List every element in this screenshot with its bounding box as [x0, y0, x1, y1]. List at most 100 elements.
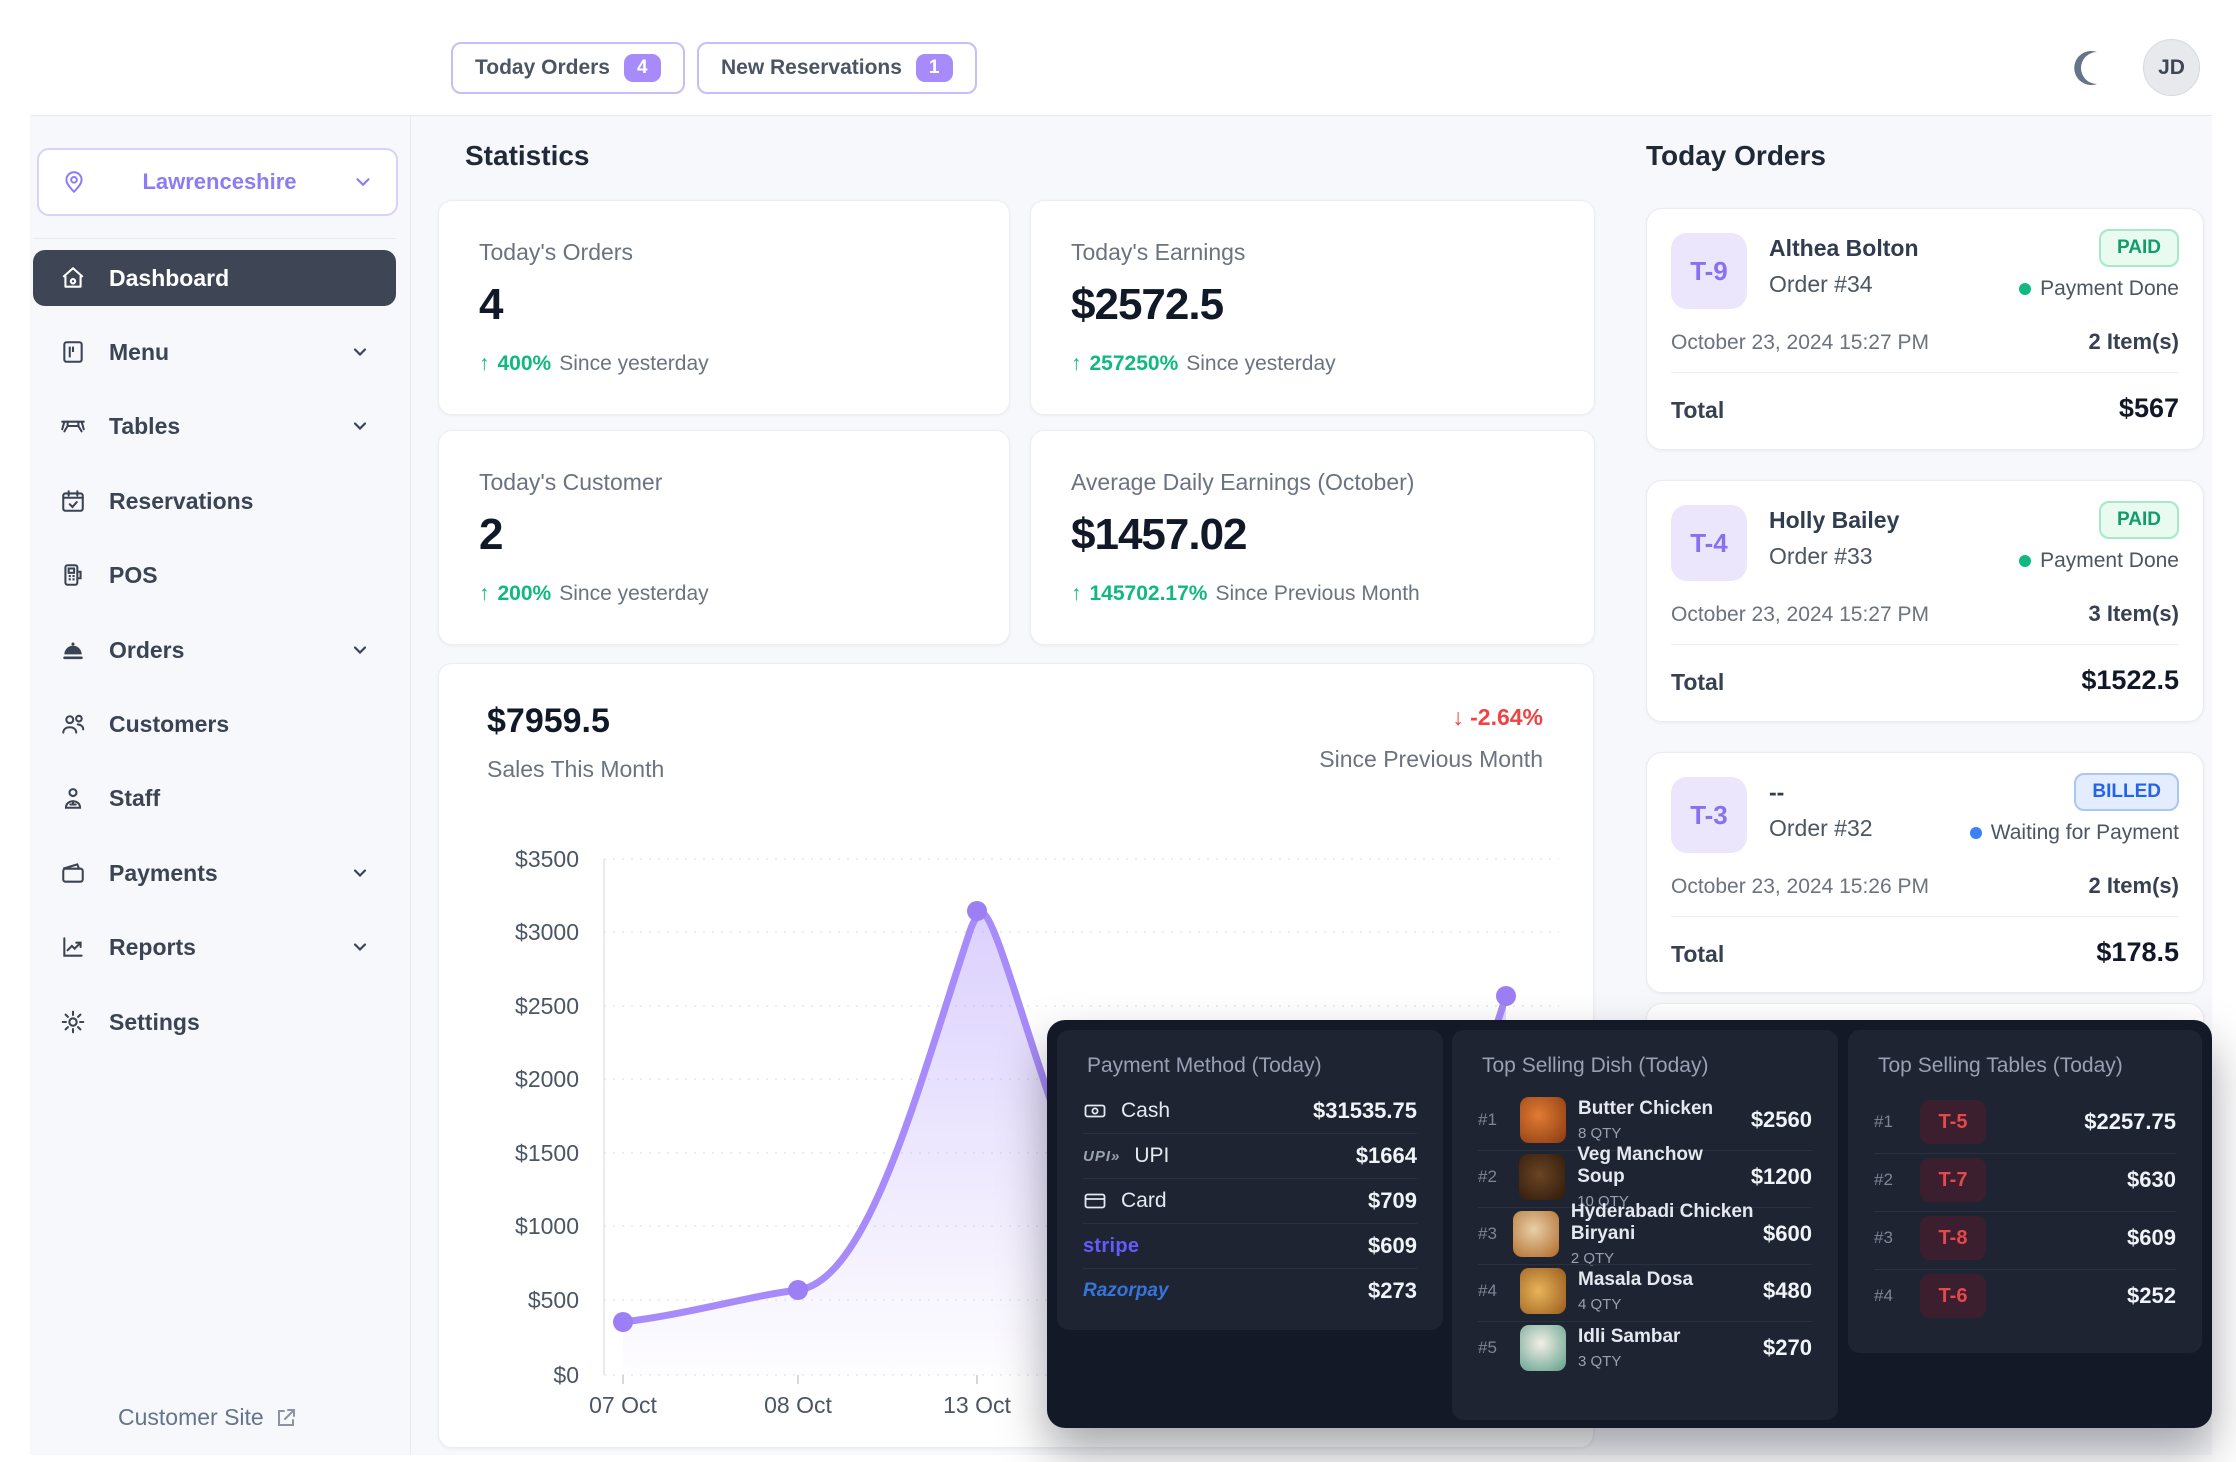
users-icon	[59, 711, 87, 737]
today-orders-button[interactable]: Today Orders 4	[451, 42, 685, 94]
sidebar-item-label: Reports	[109, 933, 196, 960]
divider	[1478, 1321, 1812, 1322]
status-dot	[2019, 283, 2032, 295]
table-amount: $630	[2127, 1167, 2176, 1192]
chart-line-icon	[59, 934, 87, 960]
sidebar-divider	[410, 116, 411, 1455]
divider	[1478, 1207, 1812, 1208]
order-card[interactable]: T-9 Althea Bolton Order #34 PAID Payment…	[1646, 208, 2204, 450]
sidebar-item-reports[interactable]: Reports	[33, 919, 396, 975]
sidebar-item-label: Reservations	[109, 487, 254, 514]
y-axis-tick: $1500	[515, 1140, 579, 1166]
divider	[1083, 1268, 1417, 1269]
dish-photo	[1520, 1097, 1566, 1143]
sidebar-item-menu[interactable]: Menu	[33, 324, 396, 380]
dish-row: #3 Hyderabadi Chicken Biryani 2 QTY $600	[1478, 1201, 1812, 1267]
data-point-07-oct	[613, 1312, 633, 1332]
stat-value: 2	[479, 510, 503, 559]
chevron-down-icon	[350, 863, 370, 883]
stat-delta: ↑ 200% Since yesterday	[479, 582, 709, 605]
order-card[interactable]: T-3 -- Order #32 BILLED Waiting for Paym…	[1646, 752, 2204, 993]
sidebar-item-settings[interactable]: Settings	[33, 994, 396, 1050]
sidebar-item-orders[interactable]: Orders	[33, 622, 396, 678]
table-badge: T-3	[1671, 777, 1747, 853]
data-point-13-oct	[967, 901, 987, 921]
status-dot	[2019, 555, 2032, 567]
y-axis-tick: $3000	[515, 919, 579, 945]
payment-method-panel: Payment Method (Today) Cash $31535.75 UP…	[1057, 1030, 1443, 1330]
customer-name: --	[1769, 779, 1785, 805]
divider	[1478, 1264, 1812, 1265]
data-point-latest	[1496, 986, 1516, 1006]
dish-row: #1 Butter Chicken 8 QTY $2560	[1478, 1097, 1812, 1143]
sidebar-item-staff[interactable]: Staff	[33, 770, 396, 826]
topbar-divider	[30, 115, 2212, 116]
dish-amount: $2560	[1750, 1107, 1812, 1132]
dish-photo	[1520, 1325, 1566, 1371]
table-amount: $2257.75	[2084, 1109, 2176, 1134]
dark-mode-toggle[interactable]	[2068, 46, 2112, 90]
payment-amount: $31535.75	[1313, 1098, 1417, 1123]
order-items-count: 3 Item(s)	[2088, 601, 2179, 626]
sidebar-item-customers[interactable]: Customers	[33, 696, 396, 752]
up-arrow-icon: ↑	[479, 352, 490, 375]
total-label: Total	[1671, 669, 1725, 695]
pos-terminal-icon	[59, 562, 87, 588]
payment-method-title: Payment Method (Today)	[1087, 1054, 1322, 1077]
status-dot	[1969, 827, 1982, 839]
razorpay-logo: Razorpay	[1083, 1280, 1169, 1301]
y-axis-tick: $1000	[515, 1213, 579, 1239]
payment-row-stripe: stripe $609	[1083, 1227, 1417, 1265]
location-label: Lawrenceshire	[142, 169, 297, 194]
sales-total: $7959.5	[487, 702, 610, 740]
down-arrow-icon: ↓	[1452, 704, 1464, 730]
sidebar-item-pos[interactable]: POS	[33, 547, 396, 603]
total-label: Total	[1671, 397, 1725, 423]
order-card[interactable]: T-4 Holly Bailey Order #33 PAID Payment …	[1646, 480, 2204, 722]
credit-card-icon	[1084, 1193, 1106, 1209]
chevron-down-icon	[350, 416, 370, 436]
sidebar-item-label: Orders	[109, 636, 185, 663]
table-badge: T-5	[1920, 1100, 1986, 1144]
table-icon	[59, 413, 87, 439]
sidebar-item-label: Staff	[109, 784, 161, 811]
divider	[1671, 916, 2179, 917]
total-amount: $567	[2118, 393, 2179, 423]
dish-row: #2 Veg Manchow Soup 10 QTY $1200	[1478, 1144, 1812, 1210]
chevron-down-icon	[350, 342, 370, 362]
sales-delta: ↓ -2.64%	[1452, 704, 1543, 730]
payment-amount: $273	[1368, 1278, 1417, 1303]
upi-icon: UPI»	[1083, 1147, 1121, 1165]
divider	[1671, 372, 2179, 373]
order-items-count: 2 Item(s)	[2088, 329, 2179, 354]
sidebar-item-reservations[interactable]: Reservations	[33, 473, 396, 529]
y-axis-tick: $0	[553, 1362, 579, 1388]
avatar[interactable]: JD	[2143, 39, 2200, 96]
up-arrow-icon: ↑	[479, 582, 490, 605]
today-orders-title: Today Orders	[1646, 140, 1826, 171]
order-number: Order #32	[1769, 815, 1873, 841]
top-tables-title: Top Selling Tables (Today)	[1878, 1054, 2123, 1077]
dish-amount: $270	[1763, 1335, 1812, 1360]
total-amount: $178.5	[2096, 937, 2179, 967]
up-arrow-icon: ↑	[1071, 352, 1082, 375]
sidebar-item-dashboard[interactable]: Dashboard	[33, 250, 396, 306]
sidebar-item-payments[interactable]: Payments	[33, 845, 396, 901]
location-selector[interactable]: Lawrenceshire	[37, 148, 398, 216]
table-amount: $252	[2127, 1283, 2176, 1308]
order-number: Order #33	[1769, 543, 1873, 569]
table-badge: T-8	[1920, 1216, 1986, 1260]
new-reservations-count-badge: 1	[915, 54, 953, 82]
table-badge: T-6	[1920, 1274, 1986, 1318]
sidebar-item-tables[interactable]: Tables	[33, 398, 396, 454]
payment-row-upi: UPI» UPI $1664	[1083, 1143, 1417, 1168]
cloche-icon	[59, 637, 87, 663]
sidebar-item-label: Payments	[109, 859, 218, 886]
y-axis-tick: $3500	[515, 846, 579, 872]
divider	[1874, 1211, 2176, 1212]
customer-site-link[interactable]: Customer Site	[118, 1404, 298, 1431]
up-arrow-icon: ↑	[1071, 582, 1082, 605]
location-pin-icon	[65, 171, 83, 194]
new-reservations-button[interactable]: New Reservations 1	[697, 42, 977, 94]
